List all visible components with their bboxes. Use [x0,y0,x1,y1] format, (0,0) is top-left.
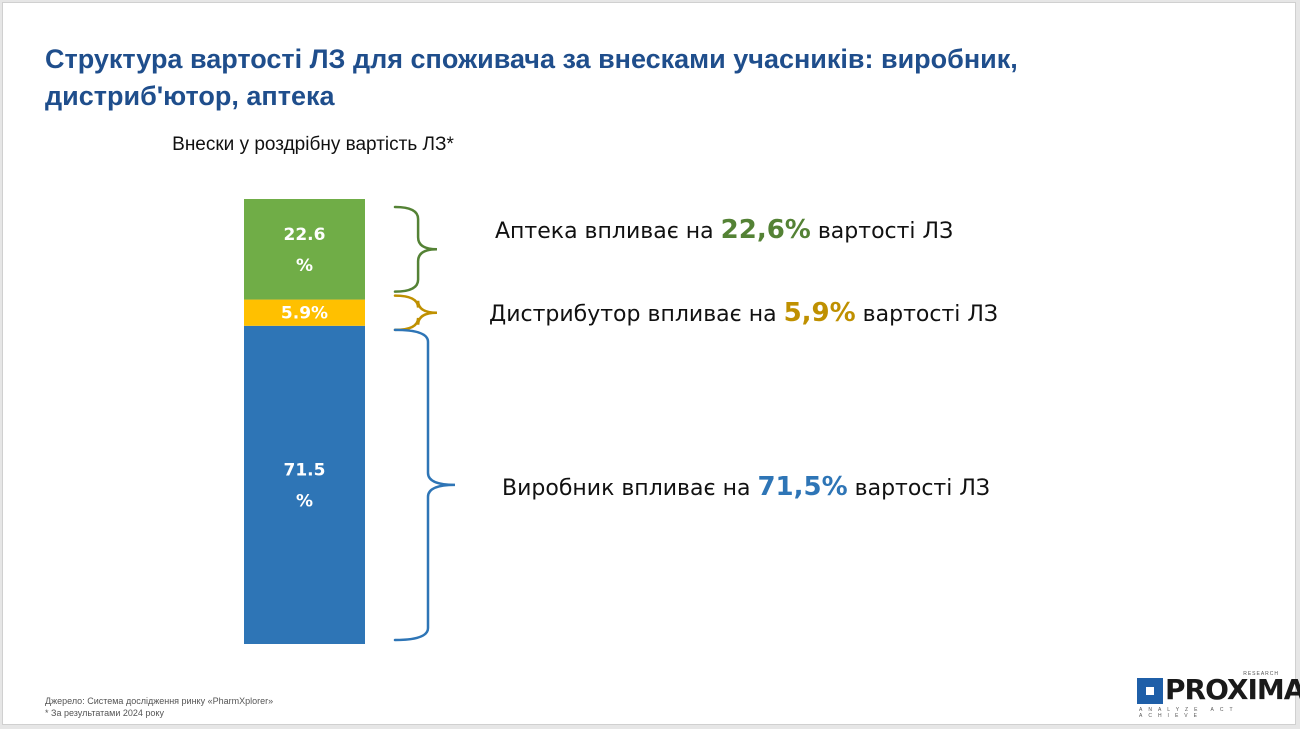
annotation-distributor: Дистрибутор впливає на 5,9% вартості ЛЗ [489,298,998,328]
annotation-prefix: Виробник впливає на [502,476,758,501]
brace-pharmacy [393,205,438,293]
bar-segment-pharmacy [244,199,365,300]
bar-label-distributor: 5.9% [281,304,328,324]
footer: Джерело: Система дослідження ринку «Phar… [45,695,273,719]
annotation-value: 71,5% [757,472,848,502]
logo-superscript: RESEARCH [1243,671,1279,677]
stacked-bar-chart: 71.5 % 5.9% 22.6% [244,199,456,644]
annotation-prefix: Аптека впливає на [495,219,721,244]
annotation-pharmacy: Аптека впливає на 22,6% вартості ЛЗ [495,215,953,245]
annotation-manufacturer: Виробник впливає на 71,5% вартості ЛЗ [502,472,990,502]
logo-tagline: ANALYZE ACT ACHIEVE [1139,707,1239,719]
logo-square-icon [1137,678,1163,704]
bar-label-manufacturer: 71.5% [284,460,326,511]
footer-note: * За результатами 2024 року [45,708,164,718]
logo-wordmark: PROXIMA [1165,673,1300,706]
page-title: Структура вартості ЛЗ для споживача за в… [45,44,1018,111]
bar-label-pharmacy: 22.6% [284,225,326,276]
annotation-value: 5,9% [783,298,856,328]
annotation-suffix: вартості ЛЗ [810,219,954,244]
bar-caption: Внески у роздрібну вартість ЛЗ* [172,134,454,155]
proxima-logo: PROXIMA RESEARCH ANALYZE ACT ACHIEVE [1137,671,1300,719]
brace-distributor [393,294,438,332]
annotation-suffix: вартості ЛЗ [855,302,999,327]
bar-segment-distributor [244,299,365,326]
annotation-prefix: Дистрибутор впливає на [489,302,784,327]
annotation-value: 22,6% [720,215,811,245]
brace-manufacturer [393,328,456,642]
annotation-suffix: вартості ЛЗ [847,476,990,501]
footer-source: Джерело: Система дослідження ринку «Phar… [45,696,274,706]
bar-segment-manufacturer [244,325,365,644]
